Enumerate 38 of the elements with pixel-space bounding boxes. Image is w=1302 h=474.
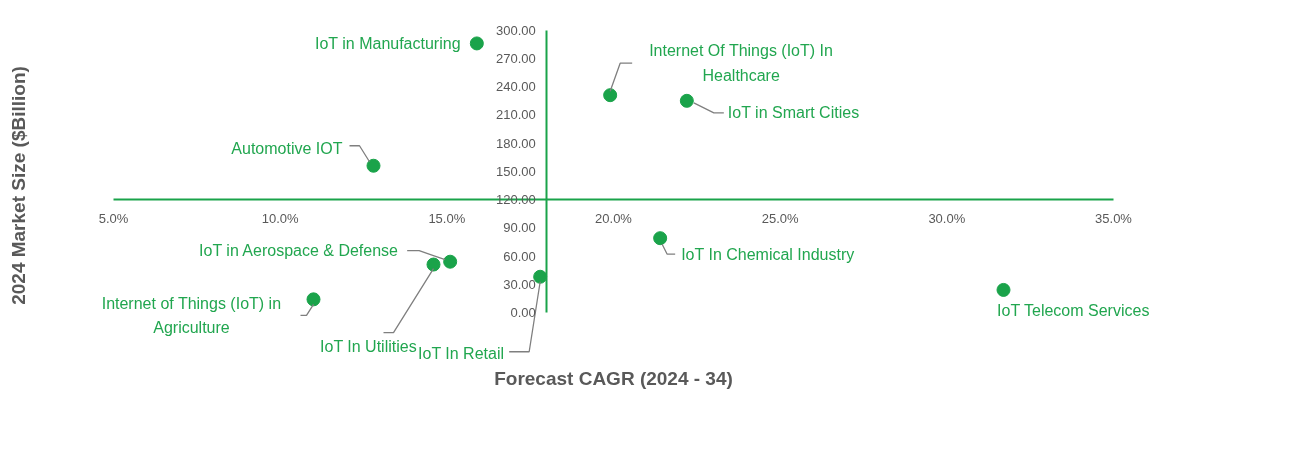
y-tick-label: 150.00 [496,163,536,179]
series-label: IoT Telecom Services [997,302,1150,320]
y-axis-title: 2024 Market Size ($Billion) [7,66,29,305]
series-label: Automotive IOT [231,140,343,158]
point [603,88,618,103]
x-tick-label: 10.0% [261,210,300,226]
x-tick-label: 30.0% [928,210,966,226]
point [306,292,321,307]
text: IoT in Aerospace & Defense [199,242,399,260]
y-tick-label: 300.00 [496,22,536,38]
x-tick-label: 5.0% [98,210,129,226]
series-label: IoT In Chemical Industry [681,245,855,263]
y-tick-label: 30.00 [503,276,536,292]
text: IoT In Retail [418,345,505,363]
text: Internet Of Things (IoT) In Healthcare [649,42,833,84]
point [679,93,694,108]
point [996,282,1011,297]
text: IoT in Smart Cities [727,104,860,122]
y-tick-label: 270.00 [496,50,536,66]
y-tick-label: 240.00 [496,79,536,95]
point [426,257,441,272]
series-label: Internet of Things (IoT) in Agriculture [101,294,282,337]
x-tick-label: 20.0% [595,210,633,226]
x-tick-label: 15.0% [428,210,466,226]
y-tick-label: 0.00 [510,305,536,321]
series-label: IoT in Manufacturing [314,34,461,52]
y-tick-label: 90.00 [503,220,536,236]
x-tick-label: 25.0% [761,210,800,226]
text: IoT In Utilities [320,338,417,356]
x-axis-title: Forecast CAGR (2024 - 34) [494,367,733,389]
point [653,231,668,246]
y-tick-label: 210.00 [496,107,536,123]
point [443,254,458,269]
y-tick-label: 180.00 [496,135,536,151]
x-tick-label: 35.0% [1095,210,1133,226]
point [469,36,484,51]
y-tick-label: 60.00 [503,248,536,264]
point [366,158,381,173]
